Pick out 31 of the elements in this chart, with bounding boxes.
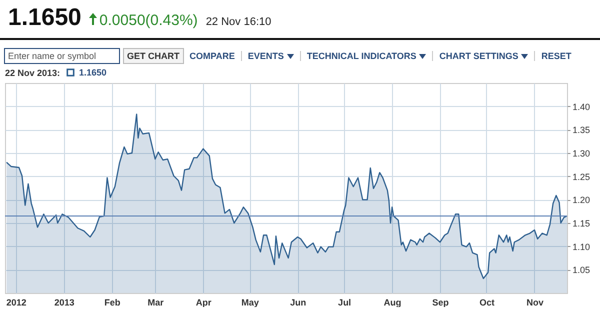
y-tick-label: 1.15 (572, 218, 590, 228)
y-tick-label: 1.10 (572, 242, 590, 252)
text: CHART SETTINGS (439, 51, 518, 61)
x-tick-label: Sep (432, 298, 450, 308)
text: RESET (541, 51, 572, 61)
chart-subtitle: 0.0050(0.43%) (99, 12, 198, 29)
y-tick-label: 1.05 (572, 265, 590, 276)
legend-label: 1.1650 (79, 68, 107, 78)
text: TECHNICAL INDICATORS (306, 51, 416, 61)
x-tick-label: Jul (338, 298, 352, 308)
text: 22 Nov 16:10 (206, 16, 272, 28)
y-tick-label: 1.35 (572, 125, 590, 136)
x-tick-label: Oct (479, 298, 494, 308)
x-tick-label: Jun (290, 298, 306, 308)
y-tick-label: 1.30 (572, 148, 590, 158)
text: GET CHART (127, 51, 180, 61)
x-tick-label: Feb (104, 298, 121, 308)
legend-title: 22 Nov 2013: (5, 68, 60, 78)
y-tick-label: 1.20 (572, 195, 590, 206)
x-tick-label: Apr (196, 298, 212, 308)
x-tick-label: 2013 (54, 298, 74, 308)
text: EVENTS (248, 51, 284, 61)
chart-title: 1.1650 (8, 4, 82, 32)
x-tick-label: Nov (526, 298, 544, 308)
text: COMPARE (190, 51, 235, 61)
y-tick-label: 1.40 (572, 102, 590, 112)
text: Enter name or symbol (8, 51, 96, 61)
x-tick-label: May (241, 298, 259, 308)
y-tick-label: 1.25 (572, 172, 590, 182)
x-tick-label: 2012 (6, 298, 26, 308)
x-tick-label: Mar (148, 298, 164, 308)
